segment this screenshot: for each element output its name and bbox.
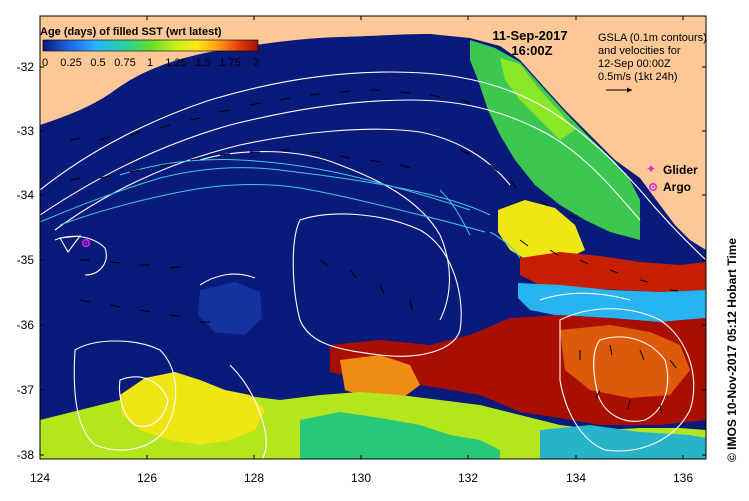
- colorbar-tick: 0: [42, 57, 48, 69]
- colorbar-tick: 1.75: [219, 57, 240, 69]
- age-band-teal-southeast: [540, 425, 706, 459]
- gsla-note-line: 12-Sep 00:00Z: [598, 58, 671, 70]
- legend-glider-label: Glider: [663, 163, 698, 177]
- colorbar-tick: 1: [147, 57, 153, 69]
- y-tick-label: -37: [17, 383, 35, 397]
- colorbar-tick: 0.5: [90, 57, 105, 69]
- imos-credit: © IMOS 10-Nov-2017 05:12 Hobart Time: [725, 238, 739, 462]
- x-tick-label: 136: [673, 471, 693, 485]
- age-band-orange-mid: [340, 355, 420, 400]
- y-tick-label: -35: [17, 253, 35, 267]
- colorbar-tick: 0.75: [114, 57, 135, 69]
- argo-icon: [648, 183, 657, 192]
- age-band-coastal-lime: [500, 58, 575, 140]
- y-axis: -32 -33 -34 -35 -36 -37 -38: [17, 60, 706, 462]
- map-time: 16:00Z: [511, 43, 552, 58]
- colorbar-title: Age (days) of filled SST (wrt latest): [40, 26, 222, 38]
- legend: ✦ Glider Argo: [646, 162, 698, 194]
- scale-arrow-icon: [606, 87, 632, 93]
- colorbar-tick: 2: [253, 57, 259, 69]
- y-tick-label: -33: [17, 124, 35, 138]
- glider-tracks: [40, 159, 521, 259]
- map-date: 11-Sep-2017: [492, 28, 567, 43]
- x-tick-label: 128: [244, 471, 264, 485]
- age-band-green-south: [300, 412, 500, 459]
- map-frame: [39, 15, 707, 460]
- gsla-note-line: and velocities for: [598, 45, 681, 57]
- x-tick-label: 134: [566, 471, 586, 485]
- y-tick-label: -32: [17, 60, 35, 74]
- velocity-arrows: [69, 89, 679, 415]
- gsla-note: GSLA (0.1m contours) and velocities for …: [598, 32, 707, 83]
- gsla-note-line: GSLA (0.1m contours): [598, 32, 707, 44]
- colorbar-tick: 0.25: [60, 57, 81, 69]
- y-tick-label: -36: [17, 318, 35, 332]
- colorbar-ticks: 0 0.25 0.5 0.75 1 1.25 1.5 1.75 2: [42, 57, 259, 69]
- x-tick-label: 130: [351, 471, 371, 485]
- colorbar-tick: 1.25: [165, 57, 186, 69]
- map-plot-area: [40, 16, 706, 459]
- age-band-darkblue-center: [198, 282, 262, 335]
- glider-icon: ✦: [646, 162, 656, 176]
- argo-float-marker: [82, 239, 91, 248]
- gsla-contours: [40, 71, 706, 459]
- gsla-note-line: 0.5m/s (1kt 24h): [598, 71, 677, 83]
- colorbar-tick: 1.5: [195, 57, 210, 69]
- x-tick-label: 124: [30, 471, 50, 485]
- age-band-lightblue-east: [518, 283, 706, 322]
- age-band-orange-east: [560, 325, 690, 398]
- age-band-red-east: [520, 252, 706, 292]
- x-tick-label: 126: [137, 471, 157, 485]
- x-tick-label: 132: [458, 471, 478, 485]
- y-tick-label: -38: [17, 448, 35, 462]
- colorbar: Age (days) of filled SST (wrt latest) 0 …: [40, 26, 259, 69]
- age-band-yellow-east: [498, 200, 585, 262]
- colorbar-scale: [42, 39, 259, 52]
- age-band-yellow-southwest: [120, 372, 265, 445]
- x-axis: 124 126 128 130 132 134 136: [30, 16, 693, 485]
- legend-argo-label: Argo: [663, 180, 691, 194]
- y-tick-label: -34: [17, 188, 35, 202]
